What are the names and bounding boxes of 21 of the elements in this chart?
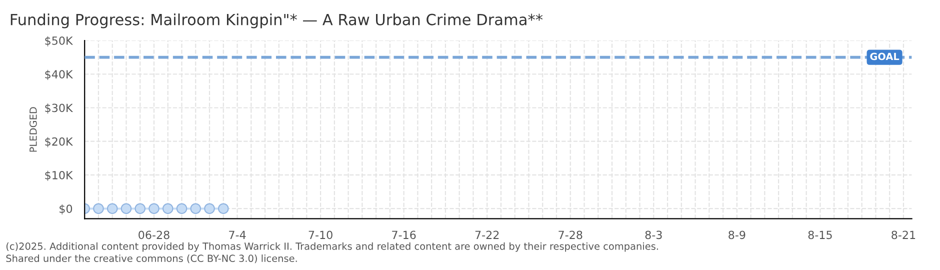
- ref-line-label: GOAL: [870, 52, 900, 60]
- y-tick-label: $10K: [45, 170, 74, 181]
- x-tick-label: 7-16: [392, 230, 416, 240]
- text: Shared under the creative commons (CC BY-NC 3.0) license.: [6, 254, 297, 264]
- x-tick-label: 7-4: [229, 230, 246, 239]
- x-tick-label: 7-22: [475, 230, 499, 239]
- y-axis-title: PLEDGED: [30, 107, 37, 152]
- x-tick-label: 8-15: [808, 230, 832, 240]
- y-tick-label: $40K: [45, 70, 74, 80]
- y-tick-label: $20K: [45, 137, 74, 148]
- y-tick-label: $0: [60, 204, 72, 214]
- x-tick-label: 8-21: [892, 230, 916, 240]
- chart-title: Funding Progress: Mailroom Kingpin"* — A Raw Urban Crime Drama**: [10, 14, 543, 28]
- x-tick-label: 7-10: [308, 230, 332, 240]
- text: (c)2025. Additional content provided by Thomas Warrick II. Trademarks and related content are owned by their respective companies.: [6, 242, 658, 252]
- x-tick-label: 8-3: [645, 230, 662, 240]
- x-tick-label: 8-9: [728, 230, 746, 240]
- y-tick-label: $30K: [45, 104, 74, 114]
- y-tick-label: $50K: [45, 36, 74, 46]
- x-tick-label: 06-28: [138, 230, 170, 240]
- x-tick-label: 7-28: [558, 230, 582, 240]
